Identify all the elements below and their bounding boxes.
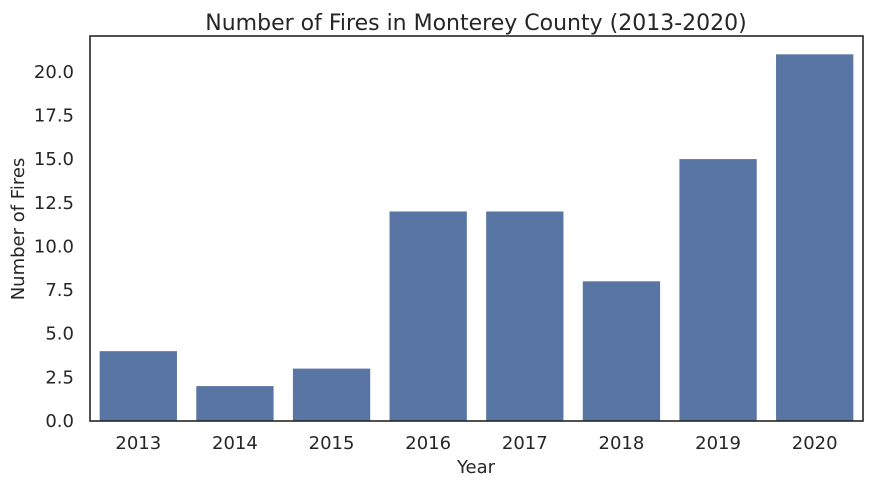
x-tick-label: 2014 [212,433,258,454]
x-tick-label: 2017 [502,433,548,454]
x-tick-label: 2016 [405,433,451,454]
bar-2013 [99,351,177,421]
y-axis-label: Number of Fires [8,158,29,301]
x-tick-label: 2013 [115,433,161,454]
y-tick-label: 17.5 [34,105,74,126]
x-axis-label: Year [456,457,496,478]
plot-frame [89,35,864,422]
x-tick-labels: 2013 2014 2015 2016 2017 2018 2019 2020 [115,433,837,454]
chart-title: Number of Fires in Monterey County (2013… [205,11,746,36]
x-tick-label: 2020 [792,433,838,454]
bar-2020 [776,54,854,421]
bar-2018 [582,281,661,421]
x-tick-label: 2015 [309,433,355,454]
y-tick-label: 7.5 [45,280,74,301]
bar-2017 [486,211,564,421]
y-tick-label: 5.0 [45,324,74,345]
y-tick-label: 2.5 [45,367,74,388]
y-tick-label: 15.0 [34,149,74,170]
bars-group [99,54,854,421]
bar-2019 [679,159,757,421]
y-tick-label: 10.0 [34,236,74,257]
y-tick-labels: 0.0 2.5 5.0 7.5 10.0 12.5 15.0 17.5 20.0 [34,62,74,432]
x-tick-label: 2019 [695,433,741,454]
bar-2015 [292,368,371,421]
y-tick-label: 0.0 [45,411,74,432]
x-tick-label: 2018 [599,433,645,454]
y-tick-label: 12.5 [34,193,74,214]
bar-2016 [389,211,467,421]
bar-2014 [196,386,274,421]
y-tick-label: 20.0 [34,62,74,83]
